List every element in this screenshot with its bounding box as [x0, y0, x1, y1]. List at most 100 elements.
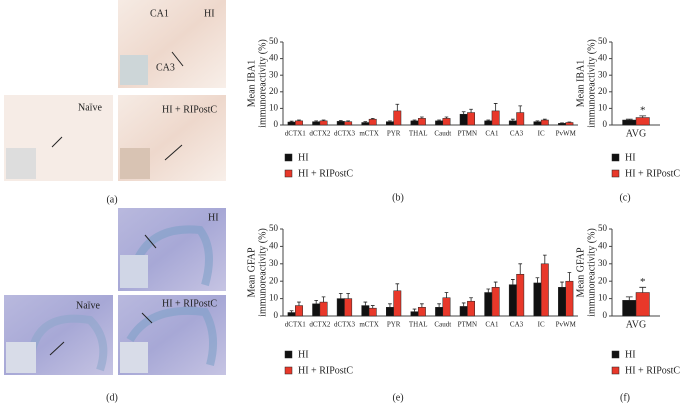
error-bar — [346, 292, 350, 299]
bar — [287, 121, 296, 126]
legend-label: HI + RIPostC — [298, 365, 353, 376]
y-axis-label: immunoreactivity (%) — [586, 228, 597, 317]
bar — [393, 110, 402, 126]
legend-label: HI — [625, 152, 636, 163]
error-bar — [321, 119, 326, 121]
bar — [565, 122, 574, 126]
inset — [120, 342, 148, 373]
bar — [508, 284, 517, 317]
error-bar — [437, 119, 441, 121]
x-tick-label: PvWM — [556, 321, 577, 329]
error-bar — [469, 297, 473, 302]
y-tick-label: 50 — [598, 36, 608, 46]
legend-label: HI — [298, 349, 309, 360]
panel-label: (d) — [106, 392, 118, 403]
bar — [319, 120, 328, 126]
error-bar — [412, 119, 417, 121]
y-tick-label: 30 — [598, 69, 608, 79]
error-bar — [518, 263, 523, 275]
hippocampus — [131, 225, 213, 287]
error-bar — [444, 116, 449, 119]
bar — [368, 118, 377, 126]
bar — [467, 112, 475, 126]
image-label: HI — [204, 8, 215, 19]
arrow — [49, 341, 65, 356]
inset — [120, 148, 150, 179]
bar — [635, 292, 650, 317]
bar — [540, 263, 549, 317]
error-bar — [346, 120, 350, 122]
bar — [533, 282, 542, 317]
annotation: * — [640, 276, 646, 288]
arrow — [51, 136, 63, 148]
inset — [120, 55, 148, 85]
bar — [622, 119, 637, 126]
bar — [484, 292, 493, 317]
arrow — [144, 234, 157, 249]
micrographs-a: CA1 HI CA3 HI + RIPostC Naïve (a) — [4, 0, 226, 205]
y-tick-label: 40 — [598, 240, 608, 250]
bar — [295, 120, 303, 126]
y-tick-label: 20 — [598, 86, 608, 96]
y-tick-label: 10 — [598, 293, 608, 303]
bar — [516, 273, 525, 317]
bar — [386, 307, 394, 317]
x-tick-label: IC — [538, 130, 545, 138]
bar — [393, 290, 402, 317]
bar — [361, 122, 370, 126]
error-bar — [314, 299, 319, 304]
x-tick-label: dCTX3 — [334, 321, 356, 329]
legend-label: HI + RIPostC — [625, 168, 680, 179]
legend-swatch — [611, 169, 620, 178]
image-label: HI + RIPostC — [162, 104, 217, 115]
bar — [635, 117, 650, 126]
y-tick-label: 20 — [598, 275, 608, 285]
bar — [459, 113, 468, 126]
bar — [558, 287, 566, 317]
legend-label: HI + RIPostC — [625, 365, 680, 376]
error-bar — [560, 281, 564, 288]
error-bar — [420, 116, 424, 119]
legend-swatch — [284, 350, 293, 359]
legend-label: HI — [298, 152, 309, 163]
error-bar — [511, 118, 515, 121]
y-axis-label: Mean IBA1 — [575, 60, 586, 108]
error-bar — [338, 120, 343, 122]
error-bar — [469, 108, 473, 113]
legend-label: HI — [625, 349, 636, 360]
arrow — [164, 144, 183, 161]
bar — [558, 123, 566, 126]
x-tick-label: mCTX — [359, 130, 378, 138]
x-tick-label: dCTX1 — [285, 130, 307, 138]
x-tick-label: PTMN — [458, 130, 477, 138]
y-tick-label: 10 — [269, 293, 279, 303]
bar — [435, 120, 444, 126]
bar — [435, 307, 444, 317]
error-bar — [518, 105, 523, 113]
bar — [336, 298, 345, 317]
bar — [319, 301, 328, 317]
image-label: HI — [208, 212, 219, 223]
y-tick-label: 30 — [598, 258, 608, 268]
bar — [508, 120, 517, 126]
error-bar — [639, 115, 647, 118]
inset — [120, 255, 148, 288]
arrow — [171, 51, 184, 67]
y-axis-label: immunoreactivity (%) — [586, 39, 597, 128]
error-bar — [542, 254, 547, 264]
micrographs-d: HI HI + RIPostC Naïve (d) — [4, 208, 226, 403]
panel-label: (c) — [619, 192, 630, 203]
error-bar — [542, 118, 547, 121]
error-bar — [486, 288, 491, 293]
x-tick-label: Caudt — [434, 321, 451, 329]
annotation: * — [640, 104, 646, 116]
legend-swatch — [284, 366, 293, 375]
error-bar — [511, 279, 515, 285]
bar — [344, 298, 353, 317]
error-bar — [297, 119, 301, 121]
image-label: Naïve — [76, 300, 100, 311]
error-bar — [461, 111, 466, 115]
y-tick-label: 50 — [269, 36, 279, 46]
legend-swatch — [284, 169, 293, 178]
y-tick-label: 0 — [274, 310, 279, 320]
